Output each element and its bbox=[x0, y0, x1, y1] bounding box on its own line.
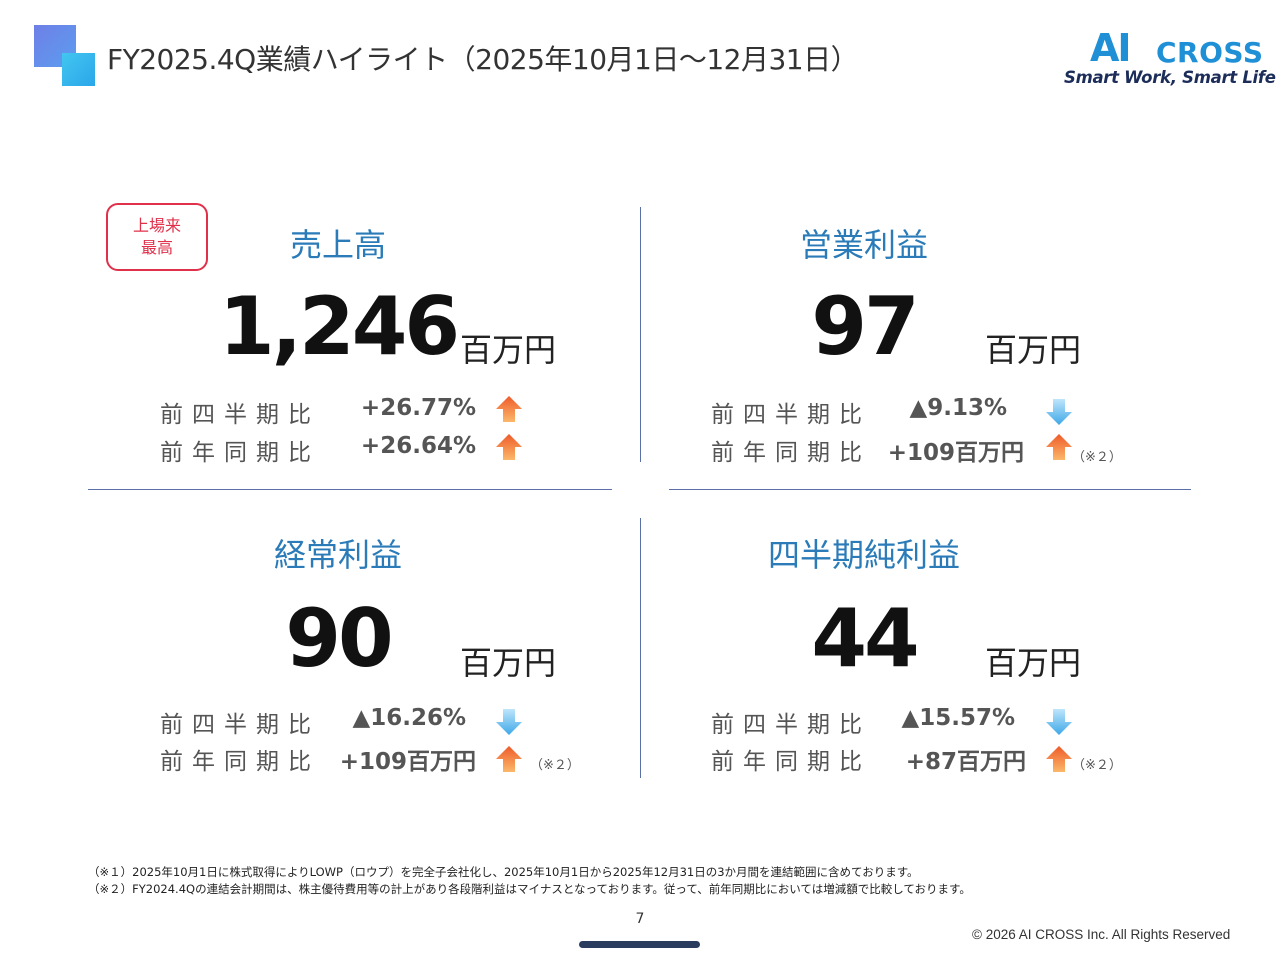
ordinary-profit-qoq-label: 前四半期比 bbox=[160, 712, 320, 738]
record-high-badge: 上場来 最高 bbox=[106, 203, 208, 271]
quadrant-title-ordinary-profit: 経常利益 bbox=[273, 536, 402, 574]
note-mark-2: （※２） bbox=[1072, 758, 1122, 773]
logo-square-front bbox=[62, 53, 95, 86]
footnote-1: （※１）2025年10月1日に株式取得によりLOWP（ロウプ）を完全子会社化し、… bbox=[88, 865, 919, 879]
sales-yoy-label: 前年同期比 bbox=[160, 440, 320, 466]
net-profit-qoq-label: 前四半期比 bbox=[711, 712, 871, 738]
net-profit-yoy-value: +87百万円 bbox=[905, 749, 1026, 775]
ordinary-profit-yoy-value: +109百万円 bbox=[339, 749, 476, 775]
down-arrow-icon bbox=[1046, 399, 1072, 425]
ordinary-profit-qoq-value: ▲16.26% bbox=[352, 705, 466, 731]
note-mark-2: （※２） bbox=[1072, 450, 1122, 465]
brand-ai: AI bbox=[1090, 26, 1132, 70]
up-arrow-icon bbox=[496, 746, 522, 772]
badge-line2: 最高 bbox=[140, 238, 173, 257]
divider-horizontal-right bbox=[669, 489, 1191, 490]
badge-line1: 上場来 bbox=[132, 216, 181, 235]
operating-profit-yoy-value: +109百万円 bbox=[887, 440, 1024, 466]
up-arrow-icon bbox=[496, 434, 522, 460]
net-profit-qoq-value: ▲15.57% bbox=[901, 705, 1015, 731]
operating-profit-yoy-label: 前年同期比 bbox=[711, 440, 871, 466]
copyright: © 2026 AI CROSS Inc. All Rights Reserved bbox=[972, 927, 1231, 942]
company-logo: AI CROSS Smart Work, Smart Life bbox=[1062, 26, 1276, 92]
quadrant-title-operating-profit: 営業利益 bbox=[799, 226, 928, 264]
operating-profit-unit: 百万円 bbox=[985, 331, 1082, 369]
brand-tagline: Smart Work, Smart Life bbox=[1064, 68, 1276, 87]
operating-profit-value: 97 bbox=[811, 280, 919, 373]
net-profit-unit: 百万円 bbox=[985, 644, 1082, 682]
up-arrow-icon bbox=[496, 396, 522, 422]
quadrant-title-sales: 売上高 bbox=[289, 226, 386, 264]
up-arrow-icon bbox=[1046, 746, 1072, 772]
net-profit-yoy-label: 前年同期比 bbox=[711, 749, 871, 775]
ordinary-profit-value: 90 bbox=[285, 592, 393, 685]
operating-profit-qoq-value: ▲9.13% bbox=[909, 395, 1007, 421]
note-mark-2: （※２） bbox=[530, 758, 580, 773]
up-arrow-icon bbox=[1046, 434, 1072, 460]
down-arrow-icon bbox=[496, 709, 522, 735]
footnote-2: （※２）FY2024.4Qの連結会計期間は、株主優待費用等の計上があり各段階利益… bbox=[88, 882, 971, 896]
ordinary-profit-yoy-label: 前年同期比 bbox=[160, 749, 320, 775]
sales-value: 1,246 bbox=[218, 280, 460, 373]
sales-qoq-value: +26.77% bbox=[360, 395, 476, 421]
sales-yoy-value: +26.64% bbox=[360, 433, 476, 459]
sales-qoq-label: 前四半期比 bbox=[160, 402, 320, 428]
ordinary-profit-unit: 百万円 bbox=[460, 644, 557, 682]
brand-cross: CROSS bbox=[1156, 36, 1264, 69]
divider-vertical-bottom bbox=[640, 518, 641, 778]
page-indicator-bar bbox=[579, 941, 700, 948]
sales-unit: 百万円 bbox=[460, 331, 557, 369]
down-arrow-icon bbox=[1046, 709, 1072, 735]
divider-vertical-top bbox=[640, 207, 641, 462]
page-title: FY2025.4Q業績ハイライト（2025年10月1日～12月31日） bbox=[107, 43, 859, 76]
divider-horizontal-left bbox=[88, 489, 612, 490]
operating-profit-qoq-label: 前四半期比 bbox=[711, 402, 871, 428]
page-number: 7 bbox=[635, 911, 645, 927]
net-profit-value: 44 bbox=[811, 592, 919, 685]
quadrant-title-net-profit: 四半期純利益 bbox=[767, 536, 960, 574]
